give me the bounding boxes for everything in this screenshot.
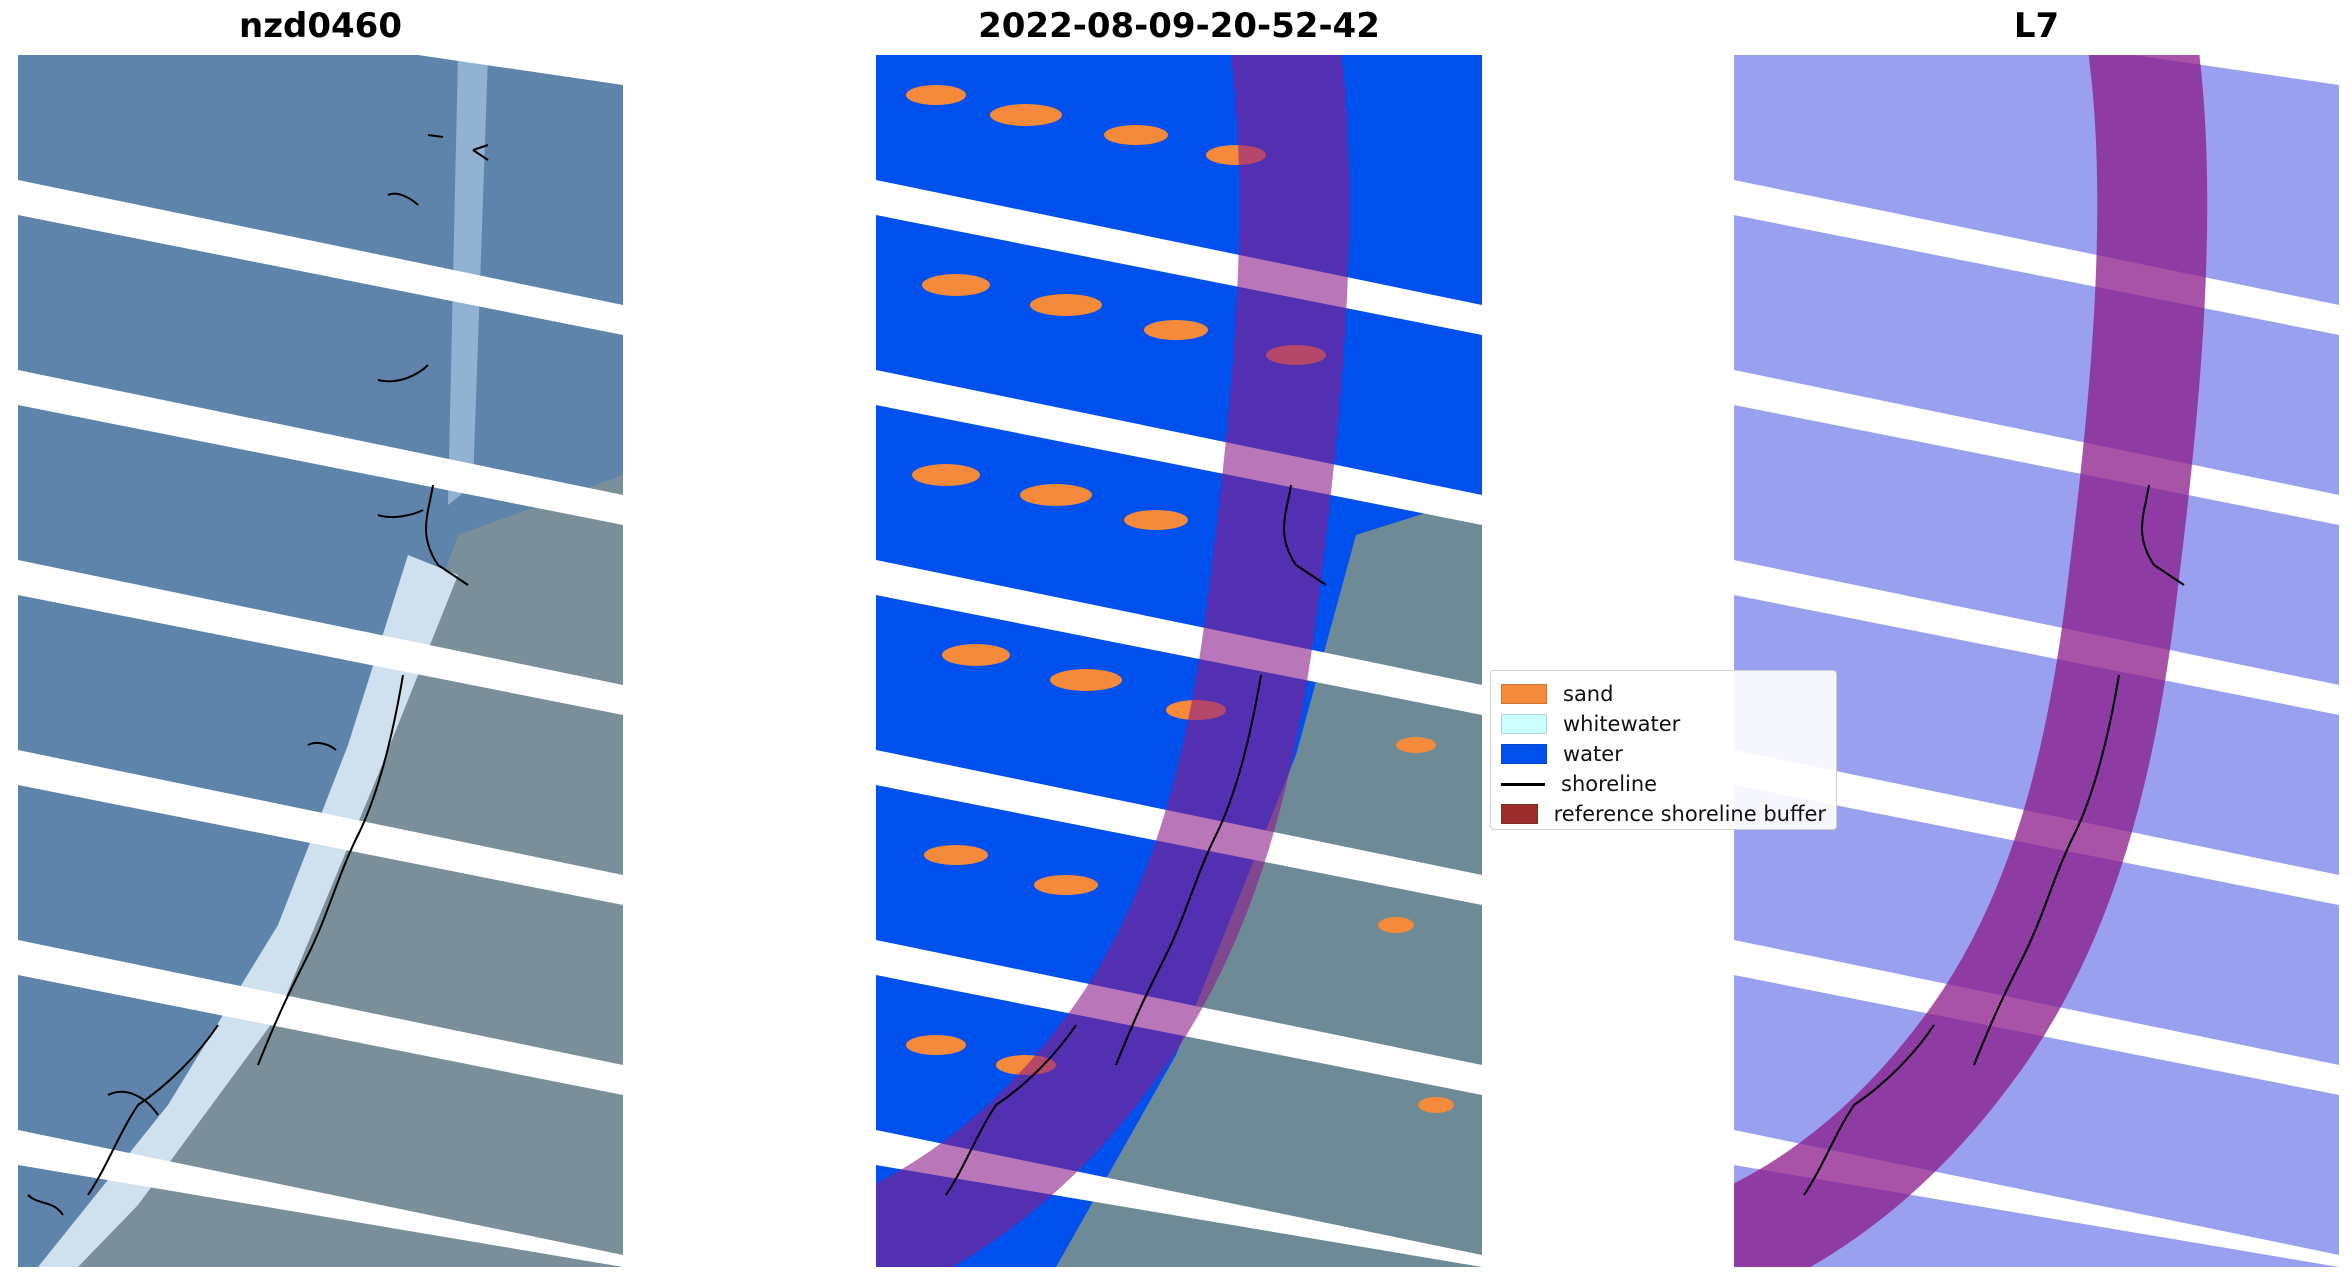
legend-item-shoreline: shoreline — [1501, 769, 1826, 799]
left-panel-title: nzd0460 — [239, 6, 402, 46]
landsat-reference-buffer — [1734, 55, 2208, 1267]
middle-panel-classification — [876, 55, 1482, 1267]
legend-label-whitewater: whitewater — [1563, 712, 1681, 736]
beach-area — [38, 555, 458, 1267]
right-panel-landsat — [1734, 55, 2339, 1267]
legend-item-sand: sand — [1501, 679, 1826, 709]
legend-item-reference-buffer: reference shoreline buffer — [1501, 799, 1826, 829]
legend-label-sand: sand — [1563, 682, 1614, 706]
legend-label-shoreline: shoreline — [1561, 772, 1658, 796]
middle-panel-title: 2022-08-09-20-52-42 — [978, 6, 1380, 46]
legend-label-water: water — [1563, 742, 1623, 766]
landsat-background — [1734, 55, 2339, 1267]
legend-item-whitewater: whitewater — [1501, 709, 1826, 739]
legend-swatch-whitewater — [1501, 714, 1547, 734]
class-shoreline-lines — [945, 484, 1327, 1196]
scanline-gaps — [18, 55, 623, 1267]
reference-buffer — [876, 55, 1350, 1267]
legend-item-water: water — [1501, 739, 1826, 769]
imagery-svg — [18, 55, 623, 1267]
landsat-shoreline-lines — [1803, 484, 2185, 1196]
legend-swatch-sand — [1501, 684, 1547, 704]
legend: sand whitewater water shoreline referenc… — [1490, 670, 1837, 830]
legend-swatch-reference-buffer — [1501, 804, 1538, 824]
classification-svg — [876, 55, 1482, 1267]
shoreline-lines — [27, 134, 489, 1216]
legend-swatch-water — [1501, 744, 1547, 764]
left-panel-imagery — [18, 55, 623, 1267]
legend-swatch-shoreline — [1501, 782, 1545, 786]
legend-label-reference-buffer: reference shoreline buffer — [1553, 802, 1826, 826]
landsat-svg — [1734, 55, 2339, 1267]
right-panel-title: L7 — [2013, 6, 2060, 46]
